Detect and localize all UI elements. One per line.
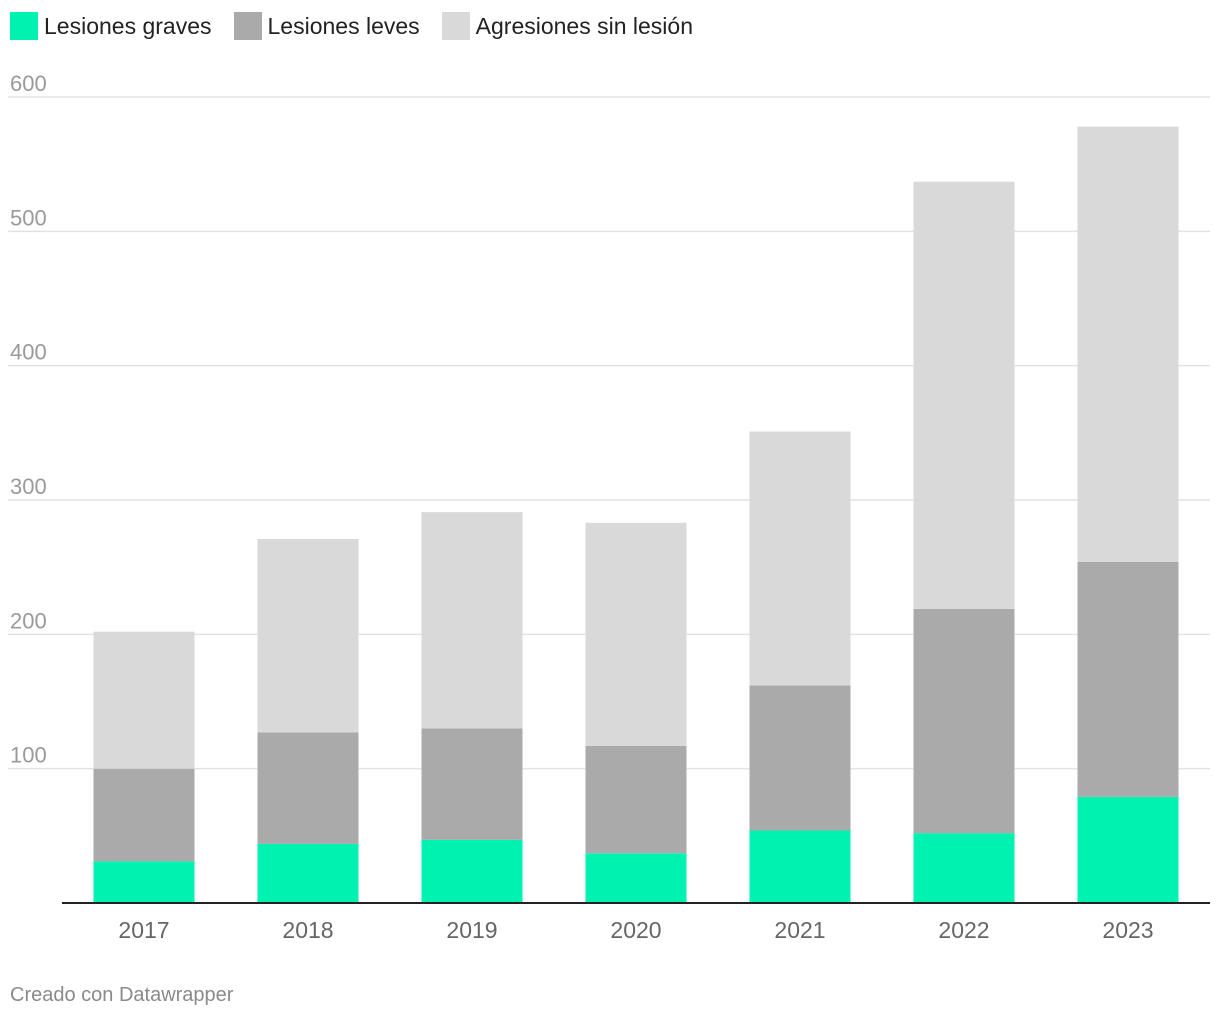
bar-2020-series-2	[585, 522, 687, 746]
y-tick-label-200: 200	[10, 608, 47, 633]
legend-item-agresiones-sin-lesion: Agresiones sin lesión	[441, 12, 693, 40]
x-tick-label-2017: 2017	[118, 917, 169, 943]
bar-2023-series-2	[1077, 126, 1179, 562]
bar-2020-series-1	[585, 745, 687, 854]
bar-2018-series-2	[257, 538, 359, 733]
y-tick-label-300: 300	[10, 474, 47, 499]
legend-label-lesiones-graves: Lesiones graves	[44, 12, 212, 39]
legend-swatch-agresiones-sin-lesion	[441, 12, 470, 40]
y-tick-label-500: 500	[10, 205, 47, 230]
bar-2022-series-1	[913, 608, 1015, 834]
bar-2020-series-0	[585, 853, 687, 903]
legend-label-agresiones-sin-lesion: Agresiones sin lesión	[475, 12, 693, 39]
bar-2017-series-1	[93, 768, 195, 862]
bar-2019-series-2	[421, 512, 523, 729]
bar-2019-series-0	[421, 839, 523, 903]
x-tick-label-2018: 2018	[282, 917, 333, 943]
bar-2021-series-1	[749, 685, 851, 831]
bar-2017-series-0	[93, 861, 195, 903]
bar-2018-series-0	[257, 843, 359, 903]
x-tick-label-2021: 2021	[774, 917, 825, 943]
bar-2021-series-0	[749, 830, 851, 903]
y-tick-label-100: 100	[10, 743, 47, 768]
bar-2017-series-2	[93, 631, 195, 769]
credit-text: Creado con Datawrapper	[10, 984, 234, 1006]
bar-2021-series-2	[749, 431, 851, 686]
x-tick-label-2023: 2023	[1102, 917, 1153, 943]
bar-2022-series-0	[913, 833, 1015, 903]
legend-label-lesiones-leves: Lesiones leves	[267, 12, 420, 39]
legend-swatch-lesiones-graves	[10, 12, 38, 40]
legend-swatch-lesiones-leves	[233, 12, 262, 40]
x-tick-label-2022: 2022	[938, 917, 989, 943]
legend-item-lesiones-graves: Lesiones graves	[10, 12, 212, 40]
legend: Lesiones graves Lesiones leves Agresione…	[10, 12, 715, 40]
bar-2019-series-1	[421, 728, 523, 840]
y-tick-label-600: 600	[10, 71, 47, 96]
legend-item-lesiones-leves: Lesiones leves	[233, 12, 420, 40]
x-tick-label-2019: 2019	[446, 917, 497, 943]
y-tick-label-400: 400	[10, 340, 47, 365]
bar-2023-series-1	[1077, 561, 1179, 797]
bar-2023-series-0	[1077, 796, 1179, 903]
bar-2018-series-1	[257, 732, 359, 844]
bar-2022-series-2	[913, 181, 1015, 609]
x-tick-label-2020: 2020	[610, 917, 661, 943]
